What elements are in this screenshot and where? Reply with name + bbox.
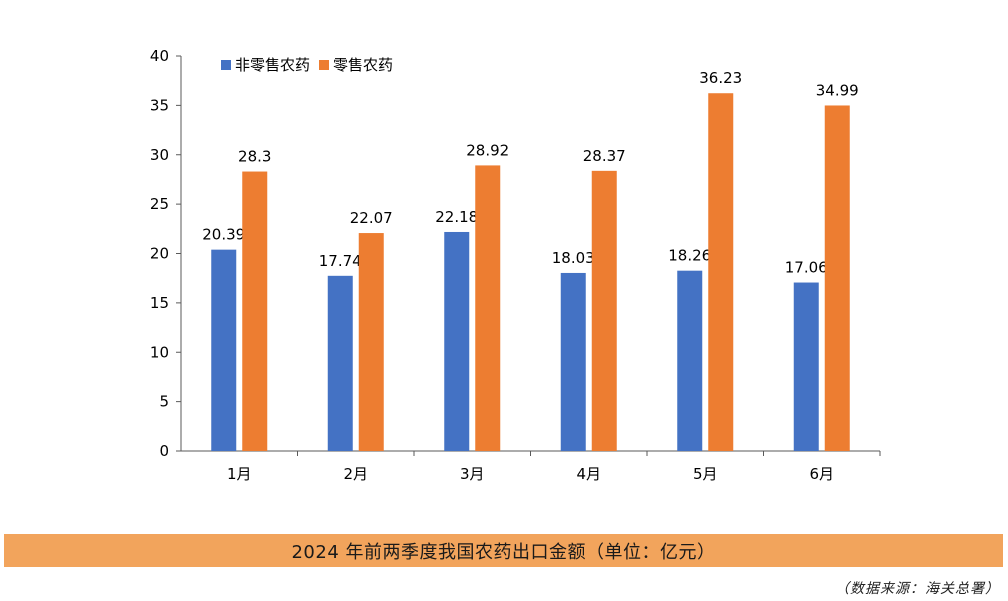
legend-swatch <box>221 60 231 70</box>
bar-retail <box>824 105 850 451</box>
data-label: 36.23 <box>699 69 742 87</box>
data-label: 22.07 <box>350 209 393 227</box>
bar-non-retail <box>677 270 703 451</box>
y-tick-label: 20 <box>150 245 169 263</box>
x-tick-label: 1月 <box>227 465 252 483</box>
data-label: 28.37 <box>583 147 626 165</box>
bar-retail <box>242 171 268 451</box>
bar-retail <box>358 233 384 451</box>
bar-non-retail <box>560 272 586 451</box>
legend-swatch <box>319 60 329 70</box>
x-tick-label: 4月 <box>576 465 601 483</box>
y-tick-label: 35 <box>150 96 169 114</box>
bar-chart: 0 5 10 15 20 25 30 35 40 1月 20.39 28.3 2月 17.74 22.07 3… <box>150 47 881 483</box>
data-label: 17.06 <box>785 259 828 277</box>
data-label: 17.74 <box>319 252 362 270</box>
y-tick-label: 30 <box>150 146 169 164</box>
x-tick-label: 3月 <box>460 465 485 483</box>
bar-non-retail <box>327 275 353 451</box>
chart-caption: 2024 年前两季度我国农药出口金额（单位：亿元） <box>291 541 716 563</box>
legend-label: 零售农药 <box>333 56 393 74</box>
x-tick-label: 6月 <box>809 465 834 483</box>
legend-label: 非零售农药 <box>235 56 310 74</box>
data-label: 20.39 <box>202 226 245 244</box>
caption-bar: 2024 年前两季度我国农药出口金额（单位：亿元） <box>4 534 1003 567</box>
x-tick-label: 2月 <box>343 465 368 483</box>
y-tick-label: 10 <box>150 343 169 361</box>
data-label: 18.26 <box>668 247 711 265</box>
data-label: 34.99 <box>816 81 859 99</box>
bar-non-retail <box>793 282 819 451</box>
data-label: 18.03 <box>552 249 595 267</box>
data-source: （数据来源：海关总署） <box>835 581 1000 597</box>
bar-non-retail <box>211 249 237 451</box>
bar-retail <box>475 165 501 452</box>
y-tick-label: 40 <box>150 47 169 65</box>
bar-non-retail <box>444 231 470 451</box>
y-tick-label: 15 <box>150 294 169 312</box>
x-tick-label: 5月 <box>693 465 718 483</box>
data-label: 22.18 <box>435 208 478 226</box>
data-label: 28.92 <box>466 141 509 159</box>
y-tick-label: 0 <box>159 442 169 460</box>
y-tick-label: 5 <box>159 393 169 411</box>
y-tick-label: 25 <box>150 195 169 213</box>
bar-retail <box>708 93 734 451</box>
data-label: 28.3 <box>238 148 271 166</box>
bar-retail <box>591 170 617 451</box>
